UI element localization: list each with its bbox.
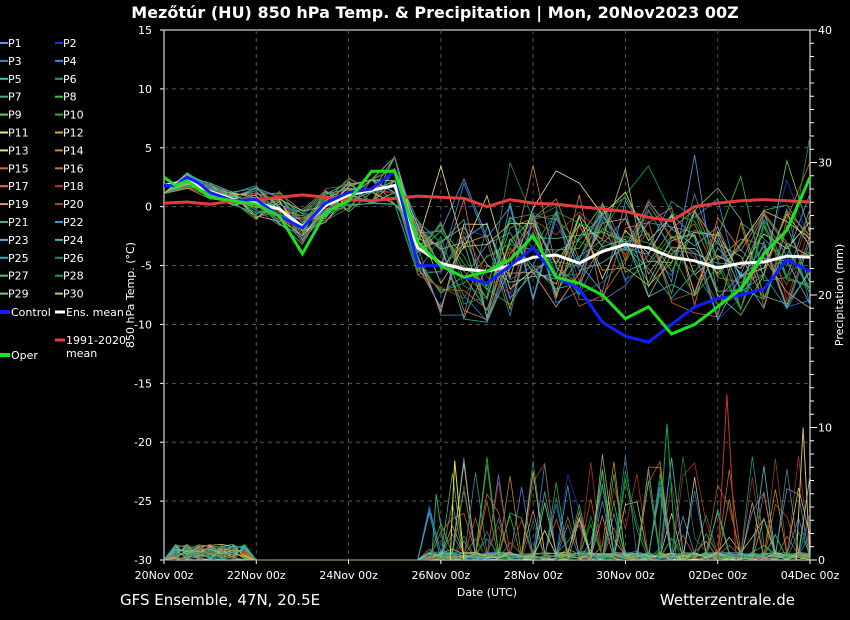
legend-label: P1 [8, 37, 22, 50]
footer-site: Wetterzentrale.de [660, 591, 795, 609]
y2-axis-ticks: 40 30 20 10 0 [810, 24, 832, 567]
legend-label: P25 [8, 252, 29, 265]
x-tick-label: 24Nov 00z [319, 569, 378, 582]
footer-source: GFS Ensemble, 47N, 20.5E [120, 591, 320, 609]
y2-tick-label: 10 [818, 422, 832, 435]
x-tick-label: 26Nov 00z [411, 569, 470, 582]
x-tick-label: 30Nov 00z [596, 569, 655, 582]
y-tick-label: -15 [134, 377, 152, 390]
legend-label: P28 [63, 270, 84, 283]
legend-label: P11 [8, 127, 29, 140]
y2-tick-label: 20 [818, 289, 832, 302]
x-tick-label: 20Nov 00z [135, 569, 194, 582]
x-tick-label: 04Dec 00z [781, 569, 840, 582]
precip-spike-line [795, 427, 811, 561]
legend-label: P21 [8, 216, 29, 229]
y-tick-label: -25 [134, 495, 152, 508]
precip-spike-line [449, 460, 465, 561]
y-tick-label: 5 [145, 142, 152, 155]
ensemble-member-line [163, 158, 811, 316]
legend-label-climate-1: 1991-2020 [66, 334, 126, 347]
legend-label: P16 [63, 162, 84, 175]
legend-label: P3 [8, 55, 22, 68]
legend-label: P14 [63, 144, 84, 157]
legend-label: P15 [8, 162, 29, 175]
legend-label: P6 [63, 73, 77, 86]
grid [164, 30, 810, 560]
y-tick-label: -5 [141, 260, 152, 273]
y2-tick-label: 30 [818, 157, 832, 170]
chart-title: Mezőtúr (HU) 850 hPa Temp. & Precipitati… [131, 3, 738, 23]
legend-label-climate-2: mean [66, 347, 97, 360]
x-tick-label: 22Nov 00z [227, 569, 286, 582]
legend-label: P20 [63, 198, 84, 211]
legend-label: P23 [8, 234, 29, 247]
y2-tick-label: 0 [818, 554, 825, 567]
legend-label: P8 [63, 91, 77, 104]
legend-label-ens_mean: Ens. mean [66, 306, 124, 319]
ensemble-member-line [163, 179, 811, 320]
legend-label: P10 [63, 109, 84, 122]
legend: P1 P2 P3 P4 P5 P6 P7 P8 P9 P10 P11 P12 P13 P14 P15 P16 P… [0, 37, 126, 362]
y-axis-ticks: 15 10 5 0 -5 -10 -15 -20 -25 -30 [134, 24, 164, 567]
precip-spike-line [431, 493, 446, 561]
legend-label: P22 [63, 216, 84, 229]
legend-label: P7 [8, 91, 22, 104]
legend-label: P30 [63, 288, 84, 301]
x-axis-label: Date (UTC) [457, 586, 517, 599]
ensemble-member-line [163, 165, 811, 310]
y-tick-label: 15 [138, 24, 152, 37]
legend-label-oper: Oper [11, 349, 38, 362]
legend-label: P5 [8, 73, 22, 86]
legend-label-control: Control [11, 306, 51, 319]
legend-label: P4 [63, 55, 77, 68]
legend-label: P27 [8, 270, 29, 283]
x-axis-ticks: 20Nov 00z 22Nov 00z 24Nov 00z 26Nov 00z 28No… [135, 560, 840, 582]
precip-spike-line [717, 394, 737, 561]
legend-label: P29 [8, 288, 29, 301]
legend-label: P18 [63, 180, 84, 193]
legend-label: P13 [8, 144, 29, 157]
highlight-series [163, 168, 812, 344]
x-tick-label: 02Dec 00z [688, 569, 747, 582]
legend-label: P17 [8, 180, 29, 193]
series-line-1991-2020-mean [163, 193, 811, 223]
y-tick-label: -30 [134, 554, 152, 567]
series-line-oper [163, 169, 812, 336]
legend-label: P9 [8, 109, 22, 122]
x-tick-label: 28Nov 00z [504, 569, 563, 582]
legend-label: P12 [63, 127, 84, 140]
y-axis-label: 850 hPa Temp. (°C) [124, 242, 137, 348]
y2-tick-label: 40 [818, 24, 832, 37]
precip-spike-line [657, 423, 677, 561]
precip-member-line [163, 454, 811, 561]
y-tick-label: 0 [145, 201, 152, 214]
y-tick-label: -20 [134, 436, 152, 449]
precipitation-lines [163, 394, 811, 561]
y-tick-label: -10 [134, 318, 152, 331]
y-tick-label: 10 [138, 83, 152, 96]
ensemble-member-line [163, 177, 811, 318]
legend-label: P24 [63, 234, 84, 247]
legend-label: P2 [63, 37, 77, 50]
y2-axis-label: Precipitation (mm) [833, 244, 846, 346]
legend-label: P26 [63, 252, 84, 265]
legend-label: P19 [8, 198, 29, 211]
